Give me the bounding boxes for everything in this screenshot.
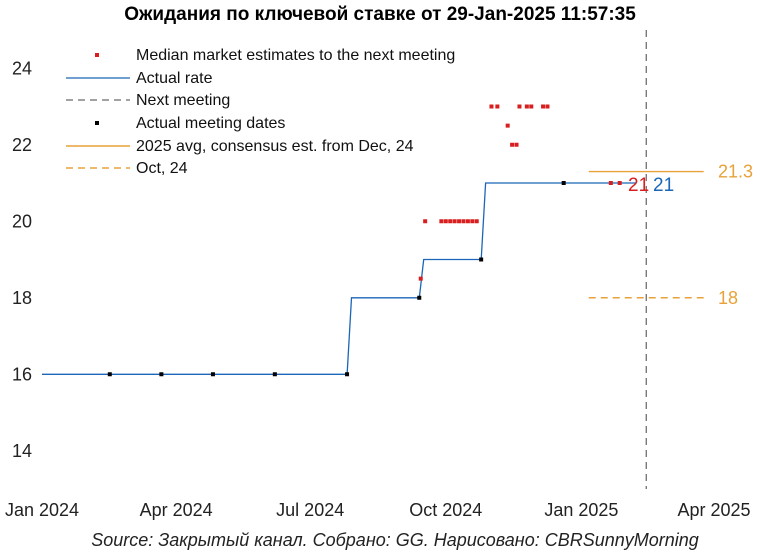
x-tick-label: Jan 2024 bbox=[5, 500, 79, 520]
meeting-marker bbox=[479, 257, 484, 262]
estimate-marker bbox=[465, 219, 470, 224]
estimate-marker bbox=[617, 181, 622, 185]
estimate-marker bbox=[443, 219, 448, 224]
legend-label: Oct, 24 bbox=[136, 160, 188, 177]
estimate-marker bbox=[461, 219, 466, 224]
estimate-marker bbox=[418, 276, 423, 281]
estimate-marker bbox=[470, 219, 475, 224]
meeting-marker bbox=[345, 372, 350, 377]
legend: Median market estimates to the next meet… bbox=[66, 47, 455, 177]
estimate-marker bbox=[448, 219, 453, 224]
meeting-marker bbox=[272, 372, 277, 377]
legend-marker-estimate bbox=[95, 53, 99, 57]
y-tick-label: 14 bbox=[12, 441, 32, 461]
x-tick-label: Oct 2024 bbox=[409, 500, 482, 520]
y-tick-label: 18 bbox=[12, 288, 32, 308]
estimate-marker bbox=[423, 219, 428, 224]
meeting-marker bbox=[159, 372, 164, 377]
estimate-marker bbox=[517, 104, 522, 109]
legend-label: Actual meeting dates bbox=[136, 115, 285, 132]
source-note: Source: Закрытый канал. Собрано: GG. Нар… bbox=[91, 530, 699, 550]
y-tick-label: 24 bbox=[12, 58, 32, 78]
estimate-marker bbox=[474, 219, 479, 224]
estimate-marker bbox=[608, 181, 613, 185]
reference-line-label: 21.3 bbox=[718, 162, 753, 182]
chart-title: Ожидания по ключевой ставке от 29-Jan-20… bbox=[124, 4, 636, 25]
meeting-marker bbox=[417, 295, 422, 300]
estimate-marker bbox=[452, 219, 457, 224]
x-tick-label: Jul 2024 bbox=[276, 500, 344, 520]
legend-label: 2025 avg, consensus est. from Dec, 24 bbox=[136, 138, 414, 155]
meeting-marker bbox=[107, 372, 112, 377]
x-tick-label: Apr 2025 bbox=[677, 500, 750, 520]
reference-line-label: 18 bbox=[718, 288, 738, 308]
actual-rate-line bbox=[42, 182, 636, 375]
legend-label: Median market estimates to the next meet… bbox=[136, 47, 455, 64]
estimate-marker bbox=[524, 104, 529, 109]
y-tick-label: 16 bbox=[12, 364, 32, 384]
y-tick-label: 20 bbox=[12, 211, 32, 231]
estimate-marker bbox=[457, 219, 462, 224]
estimate-marker bbox=[545, 104, 550, 109]
y-tick-label: 22 bbox=[12, 135, 32, 155]
estimate-marker bbox=[505, 123, 510, 128]
estimate-marker bbox=[541, 104, 546, 109]
estimate-marker bbox=[514, 142, 519, 147]
plot-area: 14 16 18 20 22 24 Jan 2024 Apr 2024 Jul 2024 Oct … bbox=[5, 30, 753, 520]
x-tick-label: Jan 2025 bbox=[544, 500, 618, 520]
estimate-marker bbox=[495, 104, 500, 109]
estimate-end-label: 21 bbox=[628, 175, 649, 196]
estimate-marker bbox=[439, 219, 444, 224]
estimate-marker bbox=[510, 142, 515, 147]
legend-label: Actual rate bbox=[136, 70, 213, 87]
x-tick-label: Apr 2024 bbox=[140, 500, 213, 520]
meeting-marker bbox=[561, 181, 566, 185]
estimate-marker bbox=[489, 104, 494, 109]
actual-end-label: 21 bbox=[653, 175, 674, 196]
meeting-marker bbox=[210, 372, 215, 377]
estimate-marker bbox=[529, 104, 534, 109]
legend-label: Next meeting bbox=[136, 92, 230, 109]
legend-marker-meeting bbox=[95, 121, 99, 125]
